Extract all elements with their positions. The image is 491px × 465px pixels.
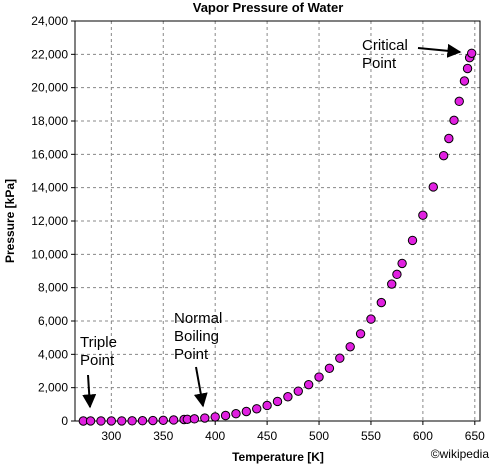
annotation-arrow xyxy=(82,374,97,409)
data-point xyxy=(355,329,366,339)
data-point xyxy=(293,386,303,396)
data-point xyxy=(466,48,477,58)
y-tick-label: 22,000 xyxy=(31,47,68,61)
data-point xyxy=(418,210,428,220)
data-point xyxy=(324,363,335,373)
data-point xyxy=(210,412,220,422)
x-tick-label: 350 xyxy=(153,429,173,443)
annotation-text: Triple xyxy=(80,334,117,351)
y-tick-label: 18,000 xyxy=(31,114,68,128)
chart-title: Vapor Pressure of Water xyxy=(193,0,344,15)
y-tick-label: 24,000 xyxy=(31,14,68,28)
data-point xyxy=(459,76,470,86)
y-tick-label: 0 xyxy=(61,414,68,428)
data-point xyxy=(366,314,376,324)
data-point xyxy=(314,372,324,382)
data-point xyxy=(454,96,464,107)
data-point xyxy=(283,392,293,402)
x-tick-label: 650 xyxy=(465,429,485,443)
y-tick-label: 10,000 xyxy=(31,247,68,261)
x-tick-label: 600 xyxy=(413,429,433,443)
data-point xyxy=(345,342,355,352)
axis-ticks: 300 350 400 450 500 550 600 650 0 2,000 4,000 6,000… xyxy=(31,14,485,443)
x-tick-label: 450 xyxy=(257,429,277,443)
annotation-text: Critical xyxy=(362,37,408,54)
y-tick-label: 12,000 xyxy=(31,214,68,228)
data-point xyxy=(438,150,449,161)
annotation-text: Point xyxy=(80,352,115,369)
data-point xyxy=(168,415,179,425)
data-point xyxy=(444,133,454,144)
annotation-arrow xyxy=(193,366,208,408)
annotations: TriplePointNormalBoilingPointCriticalPoi… xyxy=(80,37,462,409)
data-point xyxy=(106,416,117,426)
annotation-text: Normal xyxy=(174,310,222,327)
data-point xyxy=(449,115,459,126)
y-tick-label: 20,000 xyxy=(31,81,68,95)
y-tick-label: 2,000 xyxy=(38,381,68,395)
y-tick-label: 14,000 xyxy=(31,181,68,195)
data-point xyxy=(303,379,314,390)
data-point xyxy=(127,416,137,426)
data-point xyxy=(137,416,148,426)
credit-text: ©wikipedia xyxy=(431,447,490,461)
data-point xyxy=(392,269,402,280)
annotation-text: Point xyxy=(362,55,397,72)
y-tick-label: 6,000 xyxy=(38,314,68,328)
plot-area-frame xyxy=(74,20,481,422)
data-point xyxy=(231,409,241,419)
data-point xyxy=(241,406,252,417)
x-tick-label: 400 xyxy=(205,429,225,443)
data-point xyxy=(407,235,418,246)
y-tick-label: 16,000 xyxy=(31,147,68,161)
data-point xyxy=(252,404,262,414)
x-axis-label: Temperature [K] xyxy=(232,450,324,464)
data-point xyxy=(397,258,407,269)
data-point xyxy=(158,415,168,426)
data-point xyxy=(462,63,473,74)
grid-lines xyxy=(75,20,480,422)
data-points xyxy=(78,48,477,426)
x-tick-label: 500 xyxy=(309,429,329,443)
annotation-arrow xyxy=(417,43,462,58)
data-point xyxy=(220,410,231,421)
data-point xyxy=(262,400,272,411)
annotation-text: Boiling xyxy=(174,328,219,345)
data-point xyxy=(148,415,158,426)
data-point xyxy=(96,416,106,426)
y-axis-label: Pressure [kPa] xyxy=(3,179,17,263)
data-point xyxy=(117,416,127,426)
data-point xyxy=(335,353,345,363)
data-point xyxy=(272,396,283,407)
x-tick-label: 550 xyxy=(361,429,381,443)
annotation-text: Point xyxy=(174,346,209,363)
x-tick-label: 300 xyxy=(101,429,121,443)
y-tick-label: 4,000 xyxy=(38,347,68,361)
data-point xyxy=(85,416,96,426)
y-tick-label: 8,000 xyxy=(38,281,68,295)
data-point xyxy=(376,297,387,308)
data-point xyxy=(200,413,210,423)
data-point xyxy=(428,182,438,192)
data-point xyxy=(387,279,397,289)
data-point xyxy=(189,414,200,424)
